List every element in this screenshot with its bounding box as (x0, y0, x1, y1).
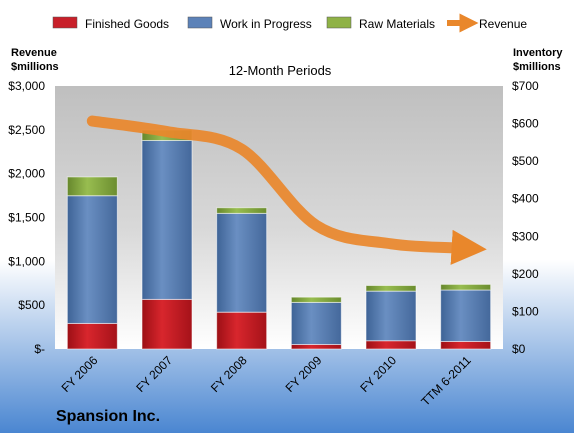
bar-work-in-progress (440, 289, 492, 342)
legend-swatch-1 (187, 16, 213, 29)
bar-finished-goods (290, 343, 342, 350)
right-tick-label: $400 (512, 192, 539, 206)
revenue-line-path (86, 115, 487, 265)
company-name: Spansion Inc. (56, 408, 160, 425)
right-tick-label: $600 (512, 117, 539, 131)
left-axis: $- $500 $1,000 $1,500 $2,000 $2,500 $3,000 (8, 79, 45, 356)
bar-finished-goods (66, 322, 118, 350)
bar-work-in-progress (141, 139, 193, 300)
left-axis-label-line1: Revenue (11, 47, 57, 59)
legend-swatch-0 (52, 16, 78, 29)
legend-swatch-2 (326, 16, 352, 29)
legend: Finished Goods Work in Progress Raw Materi… (52, 13, 527, 33)
bar-raw-materials (290, 296, 342, 303)
left-tick-label: $- (34, 342, 45, 356)
bar-finished-goods (216, 311, 268, 350)
left-tick-label: $500 (18, 298, 45, 312)
right-axis: $0 $100 $200 $300 $400 $500 $600 $700 (512, 79, 539, 356)
right-tick-label: $500 (512, 154, 539, 168)
right-axis-label-line2: $millions (513, 61, 561, 73)
legend-label: Raw Materials (359, 17, 435, 31)
bar-finished-goods (365, 340, 417, 350)
legend-label: Work in Progress (220, 17, 312, 31)
bar-work-in-progress (290, 301, 342, 345)
left-tick-label: $1,000 (8, 254, 45, 268)
bar-work-in-progress (216, 212, 268, 313)
left-tick-label: $1,500 (8, 211, 45, 225)
legend-label: Finished Goods (85, 17, 169, 31)
bars (66, 129, 492, 350)
bar-raw-materials (440, 283, 492, 291)
bar-raw-materials (216, 207, 268, 214)
right-tick-label: $300 (512, 229, 539, 243)
left-axis-label-line2: $millions (11, 61, 59, 73)
right-tick-label: $700 (512, 79, 539, 93)
left-tick-label: $2,500 (8, 123, 45, 137)
bar-raw-materials (66, 176, 118, 197)
right-axis-label-line1: Inventory (513, 47, 563, 59)
right-tick-label: $200 (512, 267, 539, 281)
right-tick-label: $100 (512, 304, 539, 318)
bar-raw-materials (365, 285, 417, 292)
left-tick-label: $2,000 (8, 167, 45, 181)
left-tick-label: $3,000 (8, 79, 45, 93)
bar-finished-goods (141, 298, 193, 350)
bar-work-in-progress (365, 290, 417, 342)
revenue-line (86, 115, 487, 265)
legend-label: Revenue (479, 17, 527, 31)
bar-work-in-progress (66, 195, 118, 324)
right-tick-label: $0 (512, 342, 526, 356)
bar-finished-goods (440, 340, 492, 350)
chart-subtitle: 12-Month Periods (229, 63, 332, 78)
